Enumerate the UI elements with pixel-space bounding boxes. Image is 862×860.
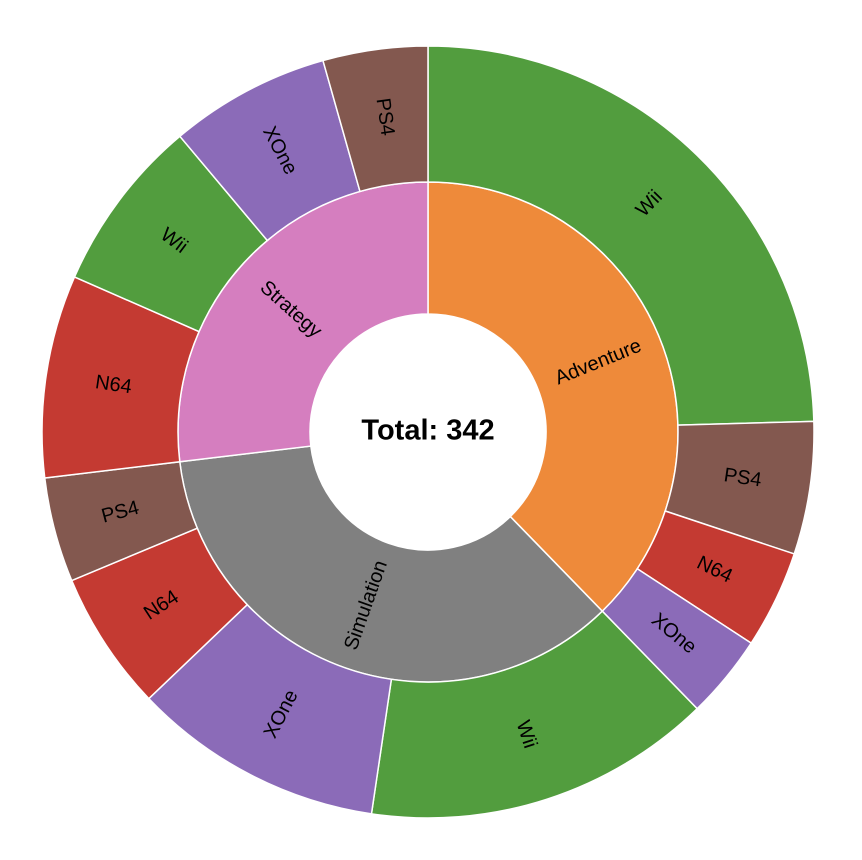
outer-arc [427, 45, 815, 426]
arc-label: N64 [94, 371, 134, 398]
arc-label: PS4 [722, 464, 763, 491]
arc-label: PS4 [372, 97, 399, 137]
center-label: Total: 342 [361, 415, 494, 447]
outer-arc [322, 45, 429, 193]
